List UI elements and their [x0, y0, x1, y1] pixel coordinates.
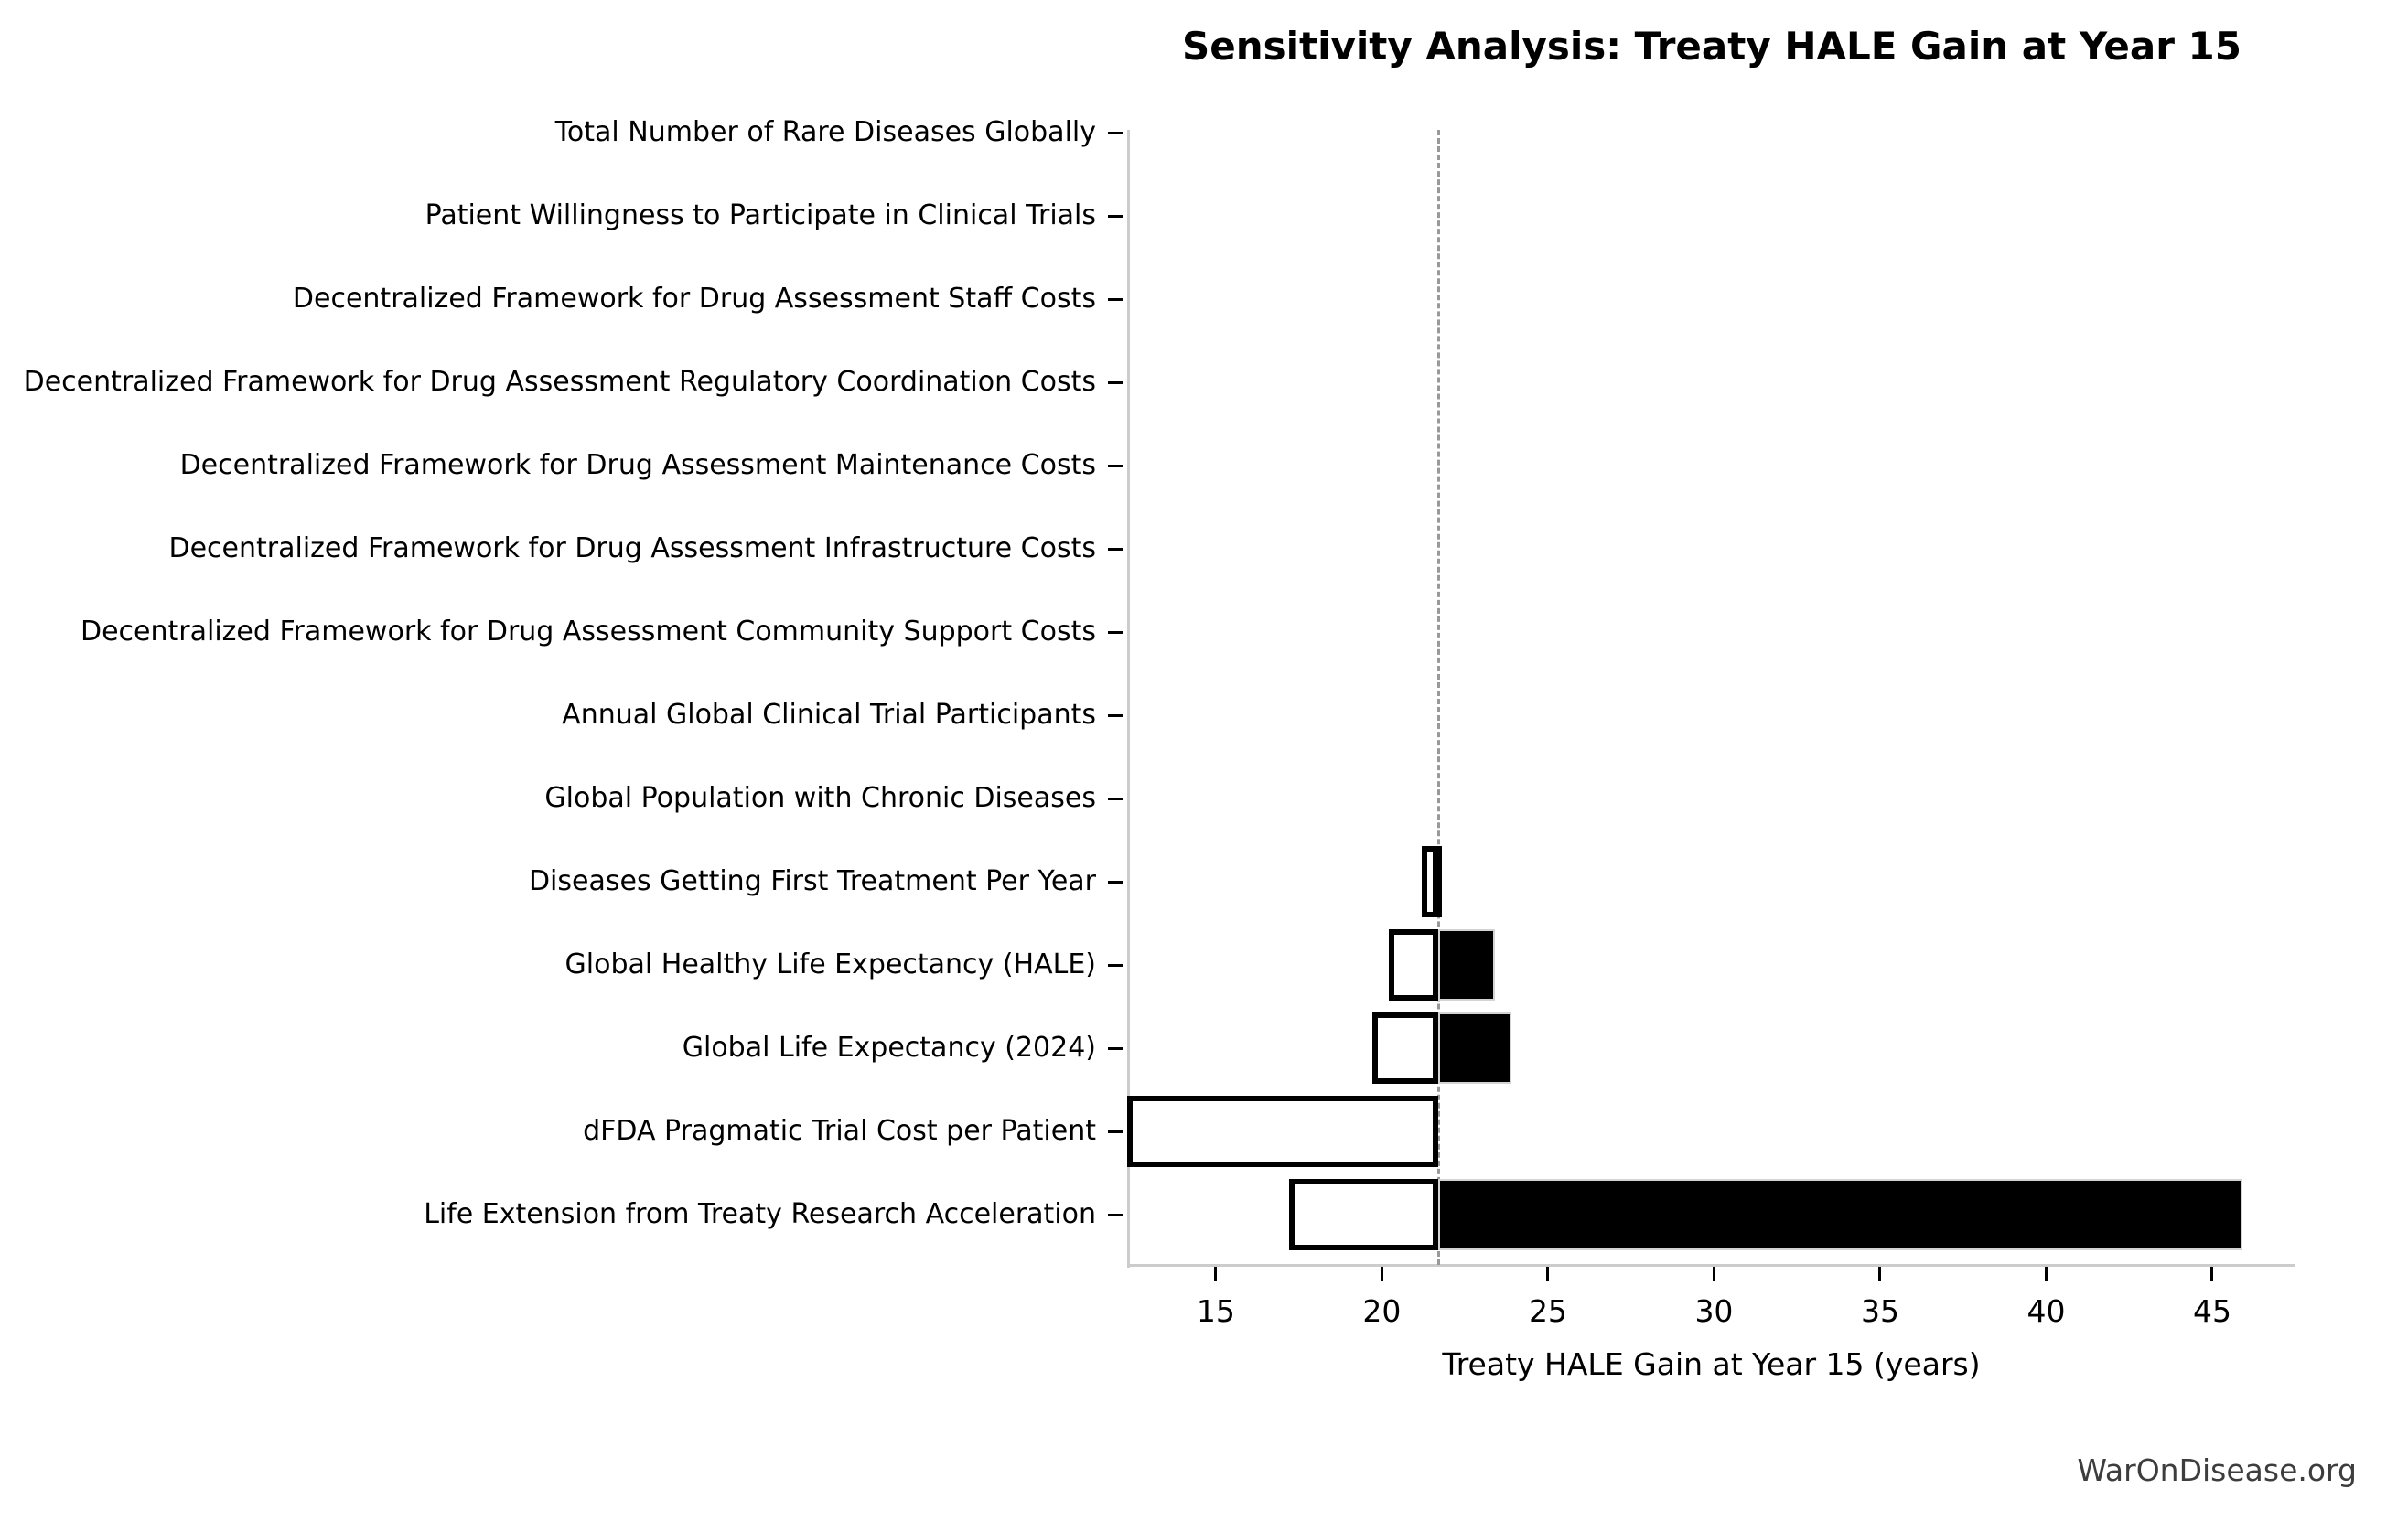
- x-tick-label: 15: [1196, 1293, 1235, 1329]
- bar-low-segment: [1127, 1096, 1439, 1167]
- bar-low-segment: [1388, 929, 1439, 1001]
- y-tick: [1108, 1046, 1123, 1050]
- y-tick: [1108, 464, 1123, 467]
- x-tick-label: 45: [2192, 1293, 2231, 1329]
- bar-low-segment: [1371, 1012, 1439, 1084]
- x-tick: [2210, 1267, 2214, 1281]
- y-tick: [1108, 713, 1123, 717]
- x-tick: [1214, 1267, 1218, 1281]
- y-tick: [1108, 547, 1123, 551]
- watermark: WarOnDisease.org: [2077, 1452, 2357, 1488]
- y-axis-label: Decentralized Framework for Drug Assessm…: [81, 616, 1096, 648]
- x-tick-label: 35: [1860, 1293, 1899, 1329]
- x-axis-label: Treaty HALE Gain at Year 15 (years): [1442, 1346, 1981, 1382]
- y-axis-label: Decentralized Framework for Drug Assessm…: [168, 532, 1096, 564]
- y-axis-label: Total Number of Rare Diseases Globally: [554, 116, 1096, 148]
- x-tick: [2044, 1267, 2048, 1281]
- y-tick: [1108, 1213, 1123, 1216]
- y-axis-label: Decentralized Framework for Drug Assessm…: [179, 449, 1096, 481]
- x-tick: [1878, 1267, 1882, 1281]
- y-axis-label: Global Healthy Life Expectancy (HALE): [564, 948, 1096, 980]
- y-tick: [1108, 380, 1123, 384]
- x-tick: [1712, 1267, 1715, 1281]
- y-tick: [1108, 297, 1123, 301]
- y-tick: [1108, 630, 1123, 634]
- bar-low-segment: [1421, 846, 1439, 917]
- bar-high-segment: [1438, 1179, 2242, 1250]
- y-axis-label: Decentralized Framework for Drug Assessm…: [23, 366, 1096, 398]
- y-tick: [1108, 880, 1123, 884]
- left-spine: [1127, 130, 1130, 1268]
- y-tick: [1108, 963, 1123, 967]
- baseline-line: [1436, 130, 1440, 1265]
- x-tick-label: 20: [1362, 1293, 1402, 1329]
- y-axis-label: Decentralized Framework for Drug Assessm…: [292, 283, 1096, 315]
- y-tick: [1108, 131, 1123, 134]
- x-tick-label: 40: [2026, 1293, 2066, 1329]
- y-axis-label: Diseases Getting First Treatment Per Yea…: [528, 865, 1096, 897]
- y-tick: [1108, 797, 1123, 800]
- bar-high-segment: [1438, 846, 1442, 917]
- x-tick-label: 30: [1694, 1293, 1734, 1329]
- x-tick: [1546, 1267, 1550, 1281]
- y-axis-label: dFDA Pragmatic Trial Cost per Patient: [583, 1115, 1096, 1147]
- y-axis-label: Life Extension from Treaty Research Acce…: [424, 1198, 1096, 1230]
- y-tick: [1108, 214, 1123, 218]
- chart-title: Sensitivity Analysis: Treaty HALE Gain a…: [1181, 24, 2241, 69]
- y-axis-label: Patient Willingness to Participate in Cl…: [425, 199, 1096, 231]
- y-axis-label: Global Population with Chronic Diseases: [544, 782, 1096, 814]
- bar-high-segment: [1438, 929, 1495, 1001]
- bottom-spine: [1127, 1264, 2295, 1267]
- y-axis-label: Global Life Expectancy (2024): [682, 1032, 1096, 1064]
- y-tick: [1108, 1130, 1123, 1133]
- x-tick: [1380, 1267, 1383, 1281]
- bar-low-segment: [1288, 1179, 1439, 1250]
- y-axis-label: Annual Global Clinical Trial Participant…: [562, 699, 1096, 731]
- bar-high-segment: [1438, 1012, 1511, 1084]
- x-tick-label: 25: [1528, 1293, 1567, 1329]
